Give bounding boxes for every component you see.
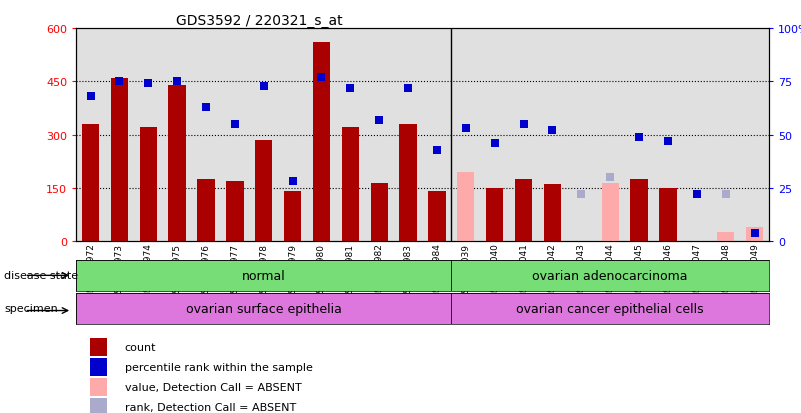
Point <box>748 230 761 236</box>
Point <box>84 94 97 100</box>
Bar <box>255 140 272 242</box>
Point <box>228 121 241 128</box>
Bar <box>168 85 186 242</box>
FancyBboxPatch shape <box>90 378 107 396</box>
Bar <box>457 173 474 242</box>
Point <box>604 174 617 181</box>
Text: GDS3592 / 220321_s_at: GDS3592 / 220321_s_at <box>176 14 343 28</box>
Point <box>142 81 155 88</box>
Bar <box>602 183 619 242</box>
Bar <box>746 228 763 242</box>
Bar <box>452 260 769 291</box>
Bar <box>371 183 388 242</box>
Bar <box>342 128 359 242</box>
Text: ovarian surface epithelia: ovarian surface epithelia <box>186 302 342 315</box>
Bar <box>313 43 330 242</box>
Bar <box>284 192 301 242</box>
Bar <box>226 181 244 242</box>
Point <box>517 121 530 128</box>
Text: ovarian cancer epithelial cells: ovarian cancer epithelial cells <box>517 302 704 315</box>
Bar <box>76 293 452 324</box>
Bar <box>659 188 677 242</box>
Point <box>113 79 126 85</box>
Bar <box>82 125 99 242</box>
FancyBboxPatch shape <box>90 338 107 356</box>
Point <box>372 117 385 123</box>
Point <box>460 126 473 132</box>
Text: rank, Detection Call = ABSENT: rank, Detection Call = ABSENT <box>125 402 296 412</box>
Text: percentile rank within the sample: percentile rank within the sample <box>125 362 312 372</box>
Text: value, Detection Call = ABSENT: value, Detection Call = ABSENT <box>125 382 301 392</box>
Bar <box>111 78 128 242</box>
Point <box>401 85 414 92</box>
Bar <box>515 180 532 242</box>
Bar <box>452 293 769 324</box>
Point <box>431 147 444 154</box>
Point <box>257 83 270 90</box>
Point <box>286 179 299 185</box>
Bar <box>400 125 417 242</box>
Point <box>690 192 703 198</box>
Text: ovarian adenocarcinoma: ovarian adenocarcinoma <box>533 269 688 282</box>
Point <box>546 128 559 134</box>
Point <box>171 79 183 85</box>
Bar <box>76 260 452 291</box>
Point <box>489 140 501 147</box>
Point <box>662 138 674 145</box>
Bar <box>630 180 648 242</box>
Text: count: count <box>125 342 156 352</box>
FancyBboxPatch shape <box>90 358 107 376</box>
Bar <box>429 192 445 242</box>
Bar <box>197 180 215 242</box>
Point <box>719 192 732 198</box>
Bar <box>486 188 503 242</box>
Bar <box>139 128 157 242</box>
Text: normal: normal <box>242 269 286 282</box>
Bar <box>717 233 735 242</box>
Text: specimen: specimen <box>4 304 58 313</box>
Text: disease state: disease state <box>4 271 78 280</box>
Point <box>199 104 212 111</box>
FancyBboxPatch shape <box>90 399 107 413</box>
Point <box>575 192 588 198</box>
Point <box>633 134 646 141</box>
Point <box>344 85 356 92</box>
Point <box>315 74 328 81</box>
Bar <box>544 185 561 242</box>
